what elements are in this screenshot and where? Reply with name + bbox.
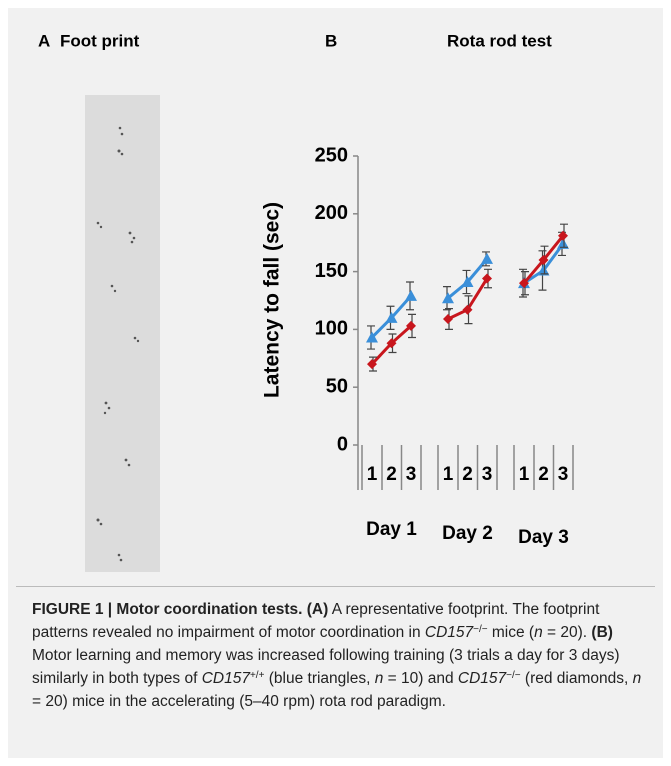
marker (386, 338, 397, 349)
caption-rule (16, 586, 655, 587)
y-tick-label: 200 (315, 202, 348, 224)
y-tick-label: 100 (315, 318, 348, 340)
caption-text: Motor learning and memory was increased … (32, 647, 620, 687)
marker (385, 311, 398, 323)
marker (366, 331, 378, 343)
caption-text: CD157 (201, 670, 250, 687)
x-tick-label: 1 (519, 464, 530, 485)
marker (482, 273, 492, 284)
caption-text: = 20). (542, 624, 592, 641)
panel-title: Rota rod test (447, 31, 552, 50)
marker (519, 278, 529, 289)
caption: FIGURE 1 | Motor coordination tests. (A)… (32, 598, 642, 713)
group-label: Day 1 (366, 519, 417, 540)
caption-text: +/+ (249, 670, 265, 681)
x-tick-label: 1 (367, 464, 378, 485)
x-tick-label: 3 (558, 464, 569, 485)
marker (406, 320, 416, 331)
y-tick-label: 150 (315, 260, 348, 282)
marker (442, 292, 454, 304)
y-tick-label: 250 (315, 144, 348, 166)
group-label: Day 3 (518, 527, 569, 548)
caption-text: CD157 (457, 670, 507, 687)
x-tick-label: 1 (443, 464, 454, 485)
figure-panels: A Foot print B Rota rod test Latency to … (38, 31, 574, 572)
marker (557, 237, 569, 249)
marker (558, 230, 568, 241)
marker (481, 252, 493, 264)
x-tick-label: 2 (538, 464, 549, 485)
caption-text: = 20) mice in the accelerating (5–40 rpm… (32, 693, 446, 710)
y-tick-label: 0 (337, 433, 348, 455)
marker (443, 313, 453, 324)
caption-text: (red diamonds, (520, 670, 633, 687)
caption-text: n (374, 670, 384, 687)
caption-text: n (632, 670, 642, 687)
y-axis-label: Latency to fall (sec) (261, 202, 284, 398)
footprint-image (85, 95, 160, 572)
marker (537, 264, 550, 276)
panel-letter: B (325, 31, 337, 50)
marker (461, 276, 474, 288)
panel-letter: A (38, 31, 50, 50)
caption-text: −/− (473, 624, 488, 635)
caption-text: = 10) and (383, 670, 458, 687)
caption-text: A representative footprint. The footprin… (32, 601, 600, 641)
caption-text: (A) (302, 601, 329, 618)
group-label: Day 2 (442, 523, 493, 544)
x-tick-label: 3 (482, 464, 493, 485)
panel-title: Foot print (60, 31, 140, 50)
x-tick-label: 3 (406, 464, 417, 485)
caption-text: (B) (591, 624, 613, 641)
figure: A Foot print B Rota rod test Latency to … (8, 8, 663, 758)
marker (538, 255, 549, 266)
footprint-strip (85, 95, 160, 572)
caption-text: CD157 (424, 624, 474, 641)
caption-text: FIGURE 1 | Motor coordination tests. (32, 601, 303, 618)
footprints (96, 126, 140, 562)
x-tick-label: 2 (386, 464, 397, 485)
x-tick-label: 2 (462, 464, 473, 485)
caption-text: (blue triangles, (264, 670, 375, 687)
marker (462, 304, 473, 315)
marker (367, 359, 377, 370)
caption-text: mice ( (487, 624, 535, 641)
y-tick-label: 50 (326, 375, 348, 397)
caption-text: −/− (506, 670, 521, 681)
caption-text: n (534, 624, 543, 641)
marker (405, 289, 417, 301)
